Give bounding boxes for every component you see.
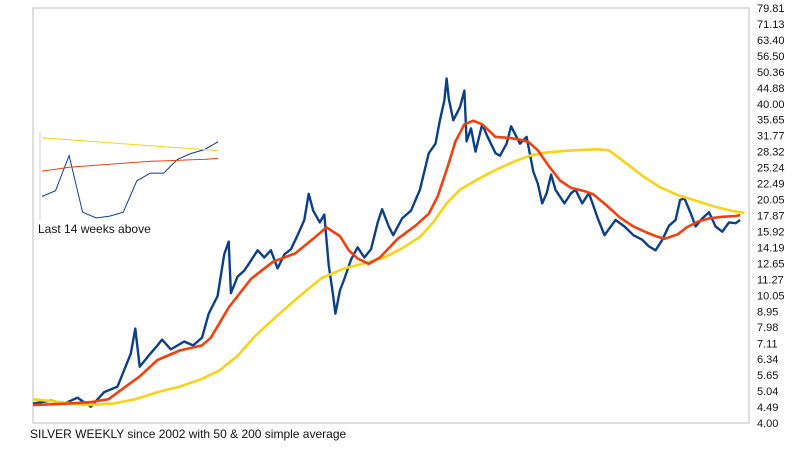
sma-50-series-line — [32, 119, 741, 407]
y-tick-label: 7.11 — [757, 338, 778, 350]
inset-chart — [39, 132, 219, 220]
y-tick-label: 25.24 — [757, 163, 785, 175]
inset-label: Last 14 weeks above — [38, 222, 151, 236]
y-tick-label: 50.36 — [757, 67, 785, 79]
inset-sma-50-line — [41, 157, 219, 172]
y-tick-label: 71.13 — [757, 19, 785, 31]
y-tick-label: 15.92 — [757, 226, 785, 238]
y-tick-label: 56.50 — [757, 51, 785, 63]
y-tick-label: 4.49 — [757, 402, 778, 414]
y-tick-label: 17.87 — [757, 210, 785, 222]
y-tick-label: 44.88 — [757, 83, 785, 95]
y-tick-label: 14.19 — [757, 242, 785, 254]
y-tick-label: 40.00 — [757, 99, 785, 111]
y-tick-label: 4.00 — [757, 418, 778, 430]
main-series-group — [32, 77, 745, 408]
y-tick-label: 10.05 — [757, 290, 785, 302]
y-tick-label: 12.65 — [757, 258, 785, 270]
y-tick-label: 20.05 — [757, 195, 785, 207]
y-tick-label: 11.27 — [757, 274, 784, 286]
inset-price-line — [41, 141, 219, 219]
price-series-line — [32, 77, 741, 408]
y-tick-label: 5.04 — [757, 386, 778, 398]
y-tick-label: 35.65 — [757, 115, 785, 127]
y-tick-label: 79.81 — [757, 3, 785, 15]
y-tick-label: 8.95 — [757, 306, 778, 318]
y-tick-label: 6.34 — [757, 354, 778, 366]
y-tick-label: 63.40 — [757, 35, 785, 47]
inset-sma-200-line — [41, 137, 219, 152]
y-tick-label: 31.77 — [757, 131, 785, 143]
y-tick-label: 22.49 — [757, 179, 785, 191]
sma-200-series-line — [32, 148, 745, 407]
chart-caption: SILVER WEEKLY since 2002 with 50 & 200 s… — [30, 427, 347, 441]
plot-area — [32, 7, 750, 424]
y-tick-label: 7.98 — [757, 322, 778, 334]
y-tick-label: 5.65 — [757, 370, 778, 382]
y-axis-ticks: 79.81 71.13 63.40 56.50 50.36 44.88 40.00 35.65… — [757, 3, 785, 430]
y-tick-label: 28.32 — [757, 147, 785, 159]
